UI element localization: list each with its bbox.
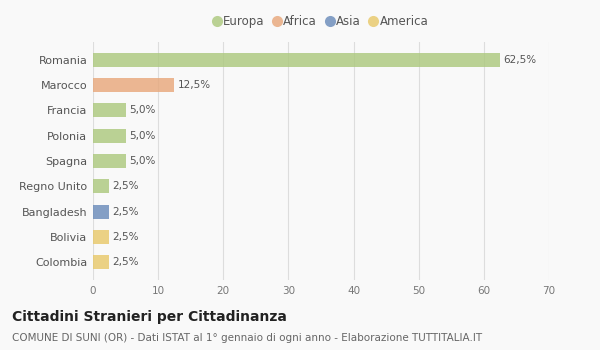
Text: 2,5%: 2,5% [113, 206, 139, 217]
Text: 12,5%: 12,5% [178, 80, 211, 90]
Bar [93, 129, 125, 143]
Bar [93, 255, 109, 269]
Text: COMUNE DI SUNI (OR) - Dati ISTAT al 1° gennaio di ogni anno - Elaborazione TUTTI: COMUNE DI SUNI (OR) - Dati ISTAT al 1° g… [12, 333, 482, 343]
Legend: Europa, Africa, Asia, America: Europa, Africa, Asia, America [210, 11, 432, 32]
Bar [93, 53, 500, 67]
Bar [93, 104, 125, 117]
Text: 2,5%: 2,5% [113, 181, 139, 191]
Text: 62,5%: 62,5% [503, 55, 536, 65]
Bar [93, 154, 125, 168]
Text: 5,0%: 5,0% [129, 105, 155, 116]
Bar [93, 78, 175, 92]
Text: 5,0%: 5,0% [129, 131, 155, 141]
Bar [93, 205, 109, 218]
Text: 5,0%: 5,0% [129, 156, 155, 166]
Text: 2,5%: 2,5% [113, 232, 139, 242]
Bar [93, 230, 109, 244]
Bar [93, 179, 109, 193]
Text: 2,5%: 2,5% [113, 257, 139, 267]
Text: Cittadini Stranieri per Cittadinanza: Cittadini Stranieri per Cittadinanza [12, 310, 287, 324]
